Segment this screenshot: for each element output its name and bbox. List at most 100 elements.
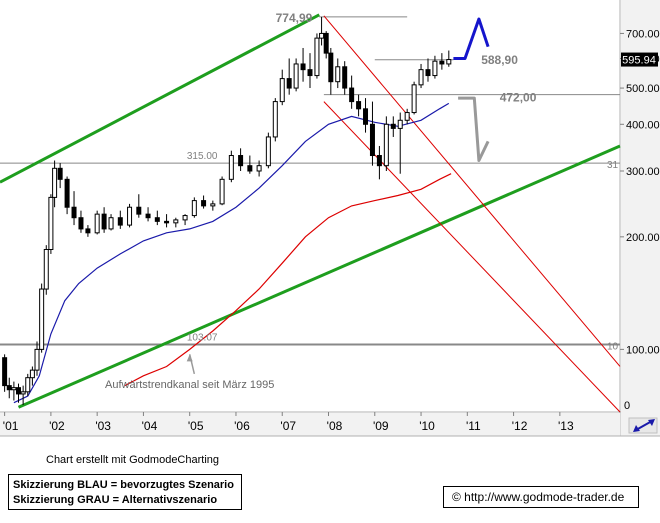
candle-body	[369, 123, 375, 157]
x-tick-label: '02	[49, 419, 65, 433]
candle-body	[48, 196, 54, 250]
candle-body	[383, 123, 389, 167]
zoom-arrows-icon[interactable]	[628, 417, 658, 434]
candle-body	[201, 200, 207, 207]
candle-body	[29, 369, 35, 379]
x-tick-label: '01	[3, 419, 19, 433]
legend-blue-scenario: Skizzierung BLAU = bevorzugtes Szenario	[13, 479, 234, 491]
price-series	[2, 16, 452, 405]
current-price-marker	[621, 52, 658, 67]
candle-body	[363, 108, 369, 125]
candle-body	[34, 348, 40, 371]
x-tick-label: '06	[234, 419, 250, 433]
candle-body	[16, 387, 22, 395]
scenario-legend: Skizzierung BLAU = bevorzugtes Szenario …	[8, 474, 242, 510]
candle-body	[314, 37, 320, 77]
candle-body	[418, 69, 424, 86]
candle-body	[173, 219, 179, 224]
x-tick-label: '08	[327, 419, 343, 433]
x-tick-label: '04	[142, 419, 158, 433]
candle-body	[342, 66, 348, 89]
candle-body	[117, 217, 123, 226]
candle-body	[191, 200, 197, 217]
annotation-label: Aufwärtstrendkanal seit März 1995	[105, 379, 274, 391]
candle-body	[108, 217, 114, 230]
candle-body	[20, 391, 26, 395]
candle-body	[300, 63, 306, 71]
candle-body	[247, 165, 253, 172]
candle-body	[164, 220, 170, 224]
candle-body	[219, 178, 225, 205]
scenario-sketches	[453, 17, 490, 162]
y-tick-label: 400.00	[626, 119, 660, 131]
level-edge-label: 31	[607, 160, 619, 171]
level-label: 472,00	[500, 90, 537, 104]
x-tick-label: '03	[95, 419, 111, 433]
candle-body	[404, 112, 410, 121]
red-trend-line	[323, 15, 621, 367]
candle-body	[6, 385, 12, 391]
level-label: 103.07	[187, 332, 218, 343]
x-tick-label: '05	[188, 419, 204, 433]
candle-body	[356, 101, 362, 110]
candle-body	[286, 78, 292, 89]
candle-body	[279, 78, 285, 103]
legend-gray-scenario: Skizzierung GRAU = Alternativszenario	[13, 494, 218, 506]
moving-averages	[13, 102, 452, 404]
candle-body	[349, 87, 355, 103]
x-tick-label: '13	[558, 419, 574, 433]
candle-body	[390, 123, 396, 129]
candle-body	[94, 213, 100, 234]
candle-body	[446, 59, 452, 65]
candle-body	[376, 155, 382, 167]
green-trend-line	[17, 144, 621, 409]
candle-body	[293, 63, 299, 89]
candle-body	[39, 288, 45, 350]
candle-body	[307, 69, 313, 77]
candle-body	[101, 213, 107, 230]
current-price-box: 595.94	[621, 52, 658, 67]
candle-body	[25, 377, 31, 393]
x-tick-label: '09	[373, 419, 389, 433]
level-edge-label: 10	[607, 341, 619, 352]
candle-body	[397, 119, 403, 129]
candle-body	[57, 167, 63, 180]
candle-body	[182, 215, 188, 221]
y-tick-label: 0	[624, 400, 630, 412]
candle-body	[439, 60, 445, 65]
candle-body	[136, 206, 142, 215]
candle-body	[425, 69, 431, 77]
candle-body	[11, 387, 17, 391]
candle-body	[52, 167, 58, 198]
candle-body	[2, 357, 8, 387]
horizontal-levels	[0, 16, 620, 346]
candle-body	[238, 155, 244, 167]
x-tick-label: '10	[419, 419, 435, 433]
annotation: Aufwärtstrendkanal seit März 1995	[105, 354, 274, 391]
level-label: 315.00	[187, 151, 218, 162]
x-tick-label: '07	[280, 419, 296, 433]
y-tick-label: 100.00	[626, 344, 660, 356]
candle-body	[145, 213, 151, 219]
source-link[interactable]: © http://www.godmode-trader.de	[443, 486, 639, 508]
current-price-label: 595.94	[622, 55, 656, 67]
y-tick-label: 500.00	[626, 83, 660, 95]
candle-body	[154, 217, 160, 222]
candle-body	[78, 217, 84, 230]
x-axis: '01 '02 '03 '04 '05 '06 '07 '08 '09 '10 '11 '12 '13	[3, 412, 574, 433]
x-tick-label: '12	[512, 419, 528, 433]
level-labels: 774,99 588,90 472,00 315.00 103.07 31 10	[187, 11, 619, 353]
candle-body	[272, 101, 278, 138]
candle-body	[319, 32, 325, 39]
candle-body	[411, 84, 417, 114]
y-tick-label: 200.00	[626, 232, 660, 244]
moving-average-red-line	[124, 173, 452, 387]
candle-body	[432, 60, 438, 77]
candle-body	[256, 165, 262, 172]
candle-body	[265, 136, 271, 167]
candle-body	[335, 66, 341, 83]
candle-body	[71, 206, 77, 219]
moving-average-blue-line	[13, 102, 450, 404]
y-tick-label: 300.00	[626, 166, 660, 178]
